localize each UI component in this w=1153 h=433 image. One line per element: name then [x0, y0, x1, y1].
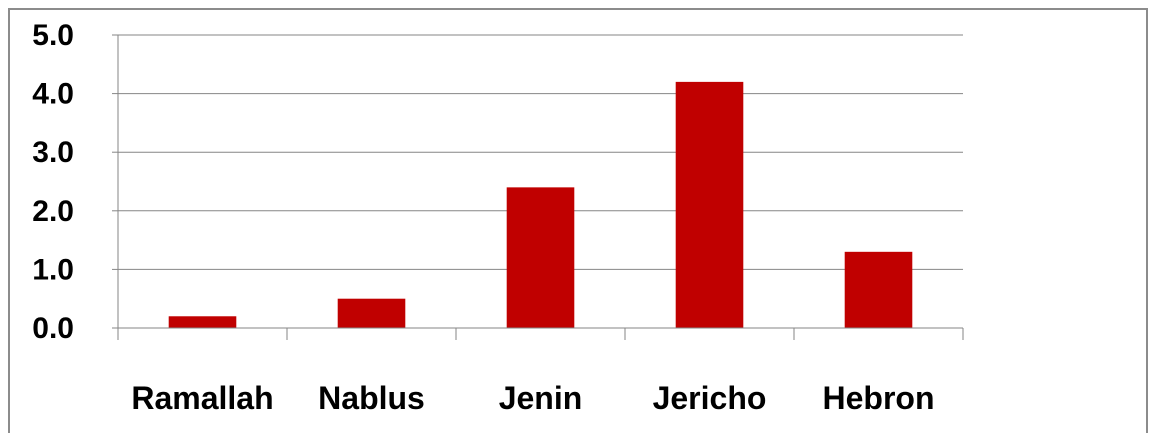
y-tick-label: 3.0: [32, 136, 74, 169]
x-tick-label: Jericho: [653, 380, 767, 416]
x-tick-label: Hebron: [823, 380, 935, 416]
x-axis: [117, 35, 964, 340]
y-tick-label: 4.0: [32, 78, 74, 111]
x-tick-labels: Ramallah Nablus Jenin Jericho Hebron: [131, 380, 934, 416]
y-tick-label: 2.0: [32, 195, 74, 228]
y-tick-label: 1.0: [32, 253, 74, 286]
y-tick-labels: 0.0 1.0 2.0 3.0 4.0 5.0: [32, 19, 74, 345]
bar-jericho: [675, 81, 744, 328]
bar-jenin: [506, 187, 575, 328]
x-tick-label: Nablus: [318, 380, 425, 416]
y-tick-label: 5.0: [32, 19, 74, 52]
bars: [168, 81, 913, 328]
y-tick-label: 0.0: [32, 312, 74, 345]
chart-frame: [8, 8, 1148, 433]
x-tick-label: Jenin: [499, 380, 583, 416]
bar-nablus: [337, 298, 406, 328]
bar-ramallah: [168, 316, 237, 328]
bar-hebron: [844, 251, 913, 328]
x-tick-label: Ramallah: [131, 380, 273, 416]
